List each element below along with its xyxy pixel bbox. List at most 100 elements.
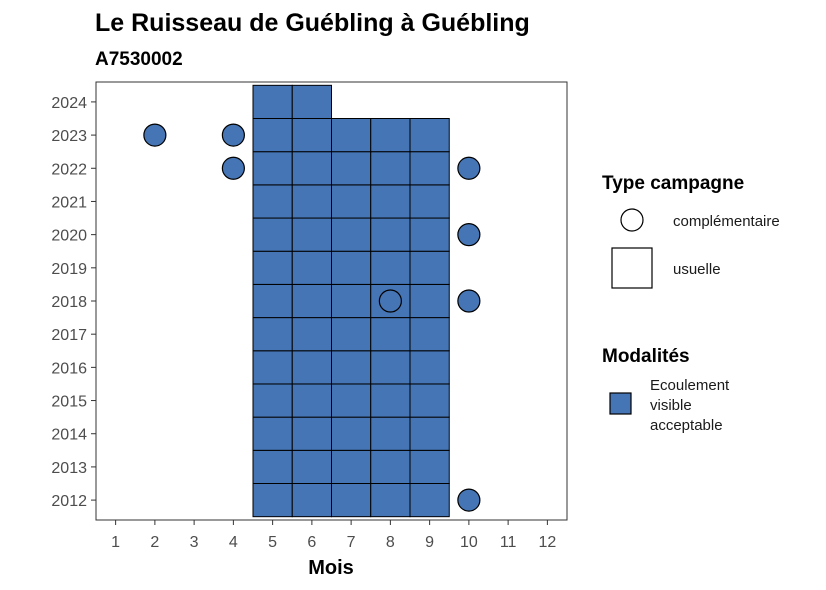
legend-label-line: acceptable xyxy=(650,417,723,434)
usuelle-cell xyxy=(370,416,411,451)
usuelle-cell xyxy=(331,217,372,252)
usuelle-cell xyxy=(252,416,293,451)
usuelle-cell xyxy=(370,317,411,352)
usuelle-cell xyxy=(409,151,450,186)
usuelle-cell xyxy=(409,250,450,285)
usuelle-cell xyxy=(291,184,332,219)
usuelle-cell xyxy=(409,416,450,451)
usuelle-cell xyxy=(370,151,411,186)
usuelle-cells xyxy=(252,84,450,518)
usuelle-cell xyxy=(291,151,332,186)
x-tick-label: 8 xyxy=(386,534,395,551)
usuelle-cell xyxy=(409,483,450,518)
y-tick-label: 2024 xyxy=(51,95,87,112)
chart-subtitle: A7530002 xyxy=(95,49,183,70)
complementaire-points xyxy=(143,123,481,512)
usuelle-cell xyxy=(291,217,332,252)
usuelle-cell xyxy=(370,383,411,418)
usuelle-cell xyxy=(291,84,332,120)
usuelle-cell xyxy=(370,350,411,385)
legend-label-line: visible xyxy=(650,397,692,414)
usuelle-cell xyxy=(291,383,332,418)
usuelle-cell xyxy=(370,217,411,252)
usuelle-cell xyxy=(252,483,293,518)
y-tick-label: 2020 xyxy=(51,228,87,245)
complementaire-point xyxy=(221,123,245,147)
usuelle-cell xyxy=(291,449,332,484)
x-tick-label: 9 xyxy=(425,534,434,551)
usuelle-cell xyxy=(291,317,332,352)
legend-fill-swatch xyxy=(609,392,632,415)
x-tick-label: 6 xyxy=(307,534,316,551)
x-axis-title: Mois xyxy=(308,557,354,579)
y-tick-label: 2019 xyxy=(51,261,87,278)
x-tick-label: 4 xyxy=(229,534,238,551)
usuelle-cell xyxy=(331,416,372,451)
legend-type-campagne: Type campagne complémentaire usuelle xyxy=(602,173,780,289)
usuelle-cell xyxy=(331,350,372,385)
legend-modalites: Modalités Ecoulement visible acceptable xyxy=(602,346,730,434)
legend-modalites-title: Modalités xyxy=(602,346,690,367)
usuelle-cell xyxy=(252,84,293,120)
x-tick-label: 2 xyxy=(150,534,159,551)
legend-label-complementaire: complémentaire xyxy=(673,213,780,230)
usuelle-cell xyxy=(252,283,293,319)
complementaire-point xyxy=(457,156,481,180)
x-tick-label: 12 xyxy=(538,534,556,551)
usuelle-cell xyxy=(331,250,372,285)
y-tick-label: 2013 xyxy=(51,460,87,477)
usuelle-cell xyxy=(409,118,450,153)
y-tick-label: 2023 xyxy=(51,128,87,145)
complementaire-point xyxy=(457,289,481,313)
usuelle-cell xyxy=(252,383,293,418)
y-tick-label: 2022 xyxy=(51,161,87,178)
legend-label-usuelle: usuelle xyxy=(673,261,721,278)
usuelle-cell xyxy=(370,449,411,484)
legend-circle-symbol xyxy=(620,208,644,232)
usuelle-cell xyxy=(370,250,411,285)
usuelle-cell xyxy=(331,184,372,219)
usuelle-cell xyxy=(252,250,293,285)
usuelle-cell xyxy=(409,283,450,319)
x-tick-label: 1 xyxy=(111,534,120,551)
usuelle-cell xyxy=(370,118,411,153)
y-tick-label: 2021 xyxy=(51,194,87,211)
x-tick-label: 10 xyxy=(460,534,478,551)
x-axis: 1 2 3 4 5 6 7 8 9 10 11 12 xyxy=(111,520,556,551)
usuelle-cell xyxy=(370,184,411,219)
chart-title: Le Ruisseau de Guébling à Guébling xyxy=(95,9,530,37)
usuelle-cell xyxy=(291,250,332,285)
usuelle-cell xyxy=(331,118,372,153)
usuelle-cell xyxy=(409,317,450,352)
usuelle-cell xyxy=(291,416,332,451)
complementaire-point xyxy=(143,123,167,147)
complementaire-point xyxy=(457,488,481,512)
usuelle-cell xyxy=(252,184,293,219)
usuelle-cell xyxy=(252,217,293,252)
usuelle-cell xyxy=(252,317,293,352)
complementaire-point xyxy=(457,223,481,247)
usuelle-cell xyxy=(409,449,450,484)
y-tick-label: 2016 xyxy=(51,360,87,377)
x-tick-label: 3 xyxy=(190,534,199,551)
usuelle-cell xyxy=(252,151,293,186)
y-tick-label: 2017 xyxy=(51,327,87,344)
y-axis: 2012 2013 2014 2015 2016 2017 2018 2019 2020 2021… xyxy=(51,95,96,510)
usuelle-cell xyxy=(331,449,372,484)
usuelle-cell xyxy=(370,483,411,518)
usuelle-cell xyxy=(331,383,372,418)
usuelle-cell xyxy=(291,350,332,385)
usuelle-cell xyxy=(291,283,332,319)
legend-label-line: Ecoulement xyxy=(650,377,730,394)
usuelle-cell xyxy=(409,217,450,252)
legend-square-symbol xyxy=(611,247,653,289)
complementaire-point xyxy=(378,289,402,313)
x-tick-label: 7 xyxy=(347,534,356,551)
usuelle-cell xyxy=(252,118,293,153)
usuelle-cell xyxy=(252,449,293,484)
x-tick-label: 11 xyxy=(500,534,517,551)
x-tick-label: 5 xyxy=(268,534,277,551)
y-tick-label: 2014 xyxy=(51,427,87,444)
usuelle-cell xyxy=(291,118,332,153)
